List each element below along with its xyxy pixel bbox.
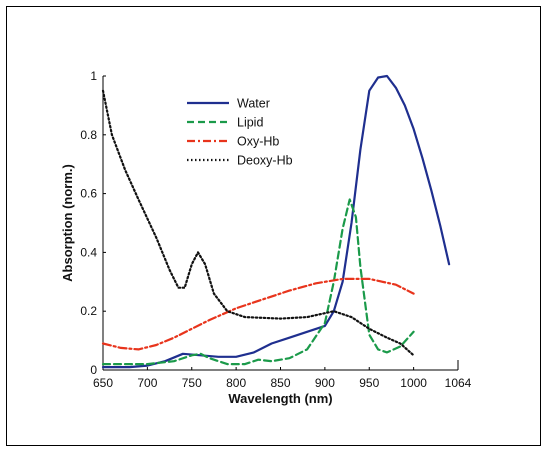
x-tick-label: 700 — [137, 376, 157, 390]
y-tick-label: 0.6 — [80, 187, 97, 201]
x-tick-label: 900 — [315, 376, 335, 390]
legend-label-lipid: Lipid — [237, 116, 263, 130]
series-line-oxy-hb — [101, 277, 415, 351]
x-tick-label: 850 — [270, 376, 290, 390]
y-tick-label: 0.4 — [80, 245, 97, 259]
series-line-water — [101, 74, 451, 369]
series-line-lipid — [101, 198, 415, 366]
y-axis-label: Absorption (norm.) — [60, 164, 75, 282]
y-tick-label: 0 — [90, 363, 97, 377]
y-tick-label: 1 — [90, 69, 97, 83]
y-tick-label: 0.2 — [80, 304, 97, 318]
x-tick-label: 950 — [359, 376, 379, 390]
figure-frame — [6, 6, 541, 446]
legend-label-deoxy-hb: Deoxy-Hb — [237, 154, 293, 168]
x-tick-label: 750 — [182, 376, 202, 390]
x-tick-label: 650 — [93, 376, 113, 390]
x-axis-label: Wavelength (nm) — [228, 391, 332, 406]
series-line-deoxy-hb — [101, 89, 415, 357]
x-tick-label: 800 — [226, 376, 246, 390]
axes — [102, 75, 459, 371]
y-tick-label: 0.8 — [80, 128, 97, 142]
x-tick-label: 1000 — [400, 376, 427, 390]
legend-label-water: Water — [237, 97, 270, 111]
legend: Water Lipid Oxy-Hb Deoxy-Hb — [187, 97, 293, 168]
x-tick-label-extra: 1064 — [445, 376, 472, 390]
series-lines — [101, 74, 451, 369]
legend-label-oxy-hb: Oxy-Hb — [237, 135, 279, 149]
tick-labels: 650 700 750 800 850 900 950 1000 1064 0 0.2 0.4 0.6 0… — [80, 69, 471, 390]
